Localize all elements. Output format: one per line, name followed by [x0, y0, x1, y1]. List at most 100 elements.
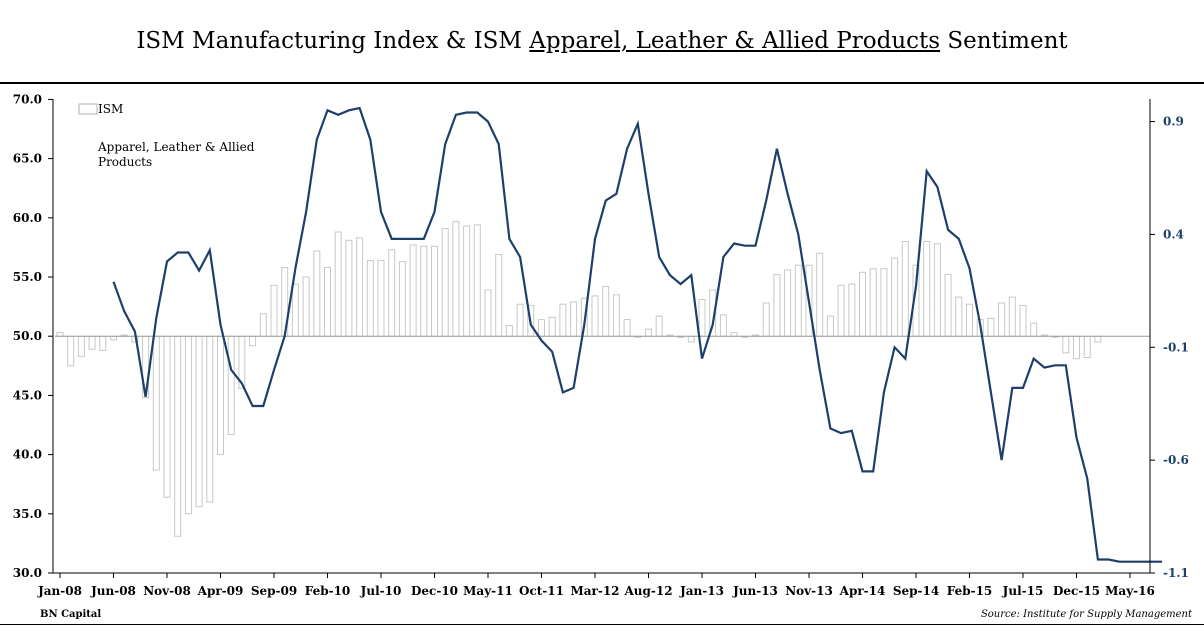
ism-bar: [730, 332, 738, 337]
ism-bar: [923, 241, 931, 337]
ism-bar: [259, 313, 267, 337]
ism-bar: [206, 335, 214, 503]
x-tick-label: Nov-13: [785, 584, 833, 598]
ism-bar: [698, 299, 706, 337]
ism-bar: [366, 259, 374, 337]
ism-bar: [784, 269, 792, 337]
ism-bar: [859, 271, 866, 337]
x-tick-label: Jun-08: [90, 584, 136, 598]
ism-bar: [302, 276, 310, 337]
ism-bar: [356, 237, 364, 337]
title-part-3: Sentiment: [940, 28, 1068, 54]
title-part-2: Apparel, Leather & Allied Products: [529, 28, 941, 54]
ism-bar: [473, 224, 481, 337]
x-tick-label: Sep-09: [251, 584, 297, 598]
ism-bar: [398, 261, 406, 337]
right-tick-label: 0.4: [1163, 227, 1184, 241]
left-tick-label: 65.0: [13, 152, 42, 166]
x-tick-label: Jan-13: [679, 584, 724, 598]
ism-bar: [891, 257, 899, 337]
legend: ISM Apparel, Leather & Allied Products: [78, 102, 255, 169]
ism-bar: [998, 302, 1006, 337]
title-part-1: ISM Manufacturing Index & ISM: [136, 28, 530, 54]
x-tick-label: May-11: [463, 584, 513, 598]
bottom-rule: [0, 624, 1204, 625]
chart: 30.0 35.0 40.0 45.0 50.0 55.0 60.0 65.0 70.0 -1.…: [13, 92, 1189, 598]
ism-bar: [184, 335, 192, 515]
ism-bar: [570, 301, 578, 337]
x-tick-label: Nov-08: [143, 584, 191, 598]
x-tick-label: Jul-15: [1002, 584, 1044, 598]
ism-bar: [88, 335, 96, 350]
ism-bar: [955, 296, 963, 337]
ism-bar: [869, 268, 877, 337]
ism-bar: [291, 283, 299, 337]
ism-bar: [452, 220, 460, 337]
x-tick-label: Feb-15: [947, 584, 993, 598]
top-rule: [0, 82, 1204, 84]
ism-bar: [377, 259, 385, 337]
ism-bar: [227, 335, 235, 435]
x-tick-label: Sep-14: [893, 584, 939, 598]
x-tick-label: Dec-15: [1053, 584, 1100, 598]
ism-bar: [334, 231, 342, 337]
page-title: ISM Manufacturing Index & ISM Apparel, L…: [0, 28, 1204, 54]
x-tick-label: May-16: [1105, 584, 1155, 598]
left-tick-label: 40.0: [13, 448, 42, 462]
x-axis: Jan-08 Jun-08 Nov-08 Apr-09 Sep-09 Feb-10 Jul-…: [37, 572, 1155, 598]
ism-bar: [67, 335, 75, 367]
ism-bar: [217, 335, 224, 456]
ism-bar: [110, 335, 117, 341]
ism-bar: [719, 314, 727, 337]
ism-bar: [966, 303, 973, 337]
ism-bar: [463, 225, 471, 337]
x-tick-label: Jun-13: [732, 584, 778, 598]
ism-bar: [933, 243, 941, 337]
left-tick-label: 50.0: [13, 329, 42, 343]
ism-bar: [602, 286, 610, 337]
ism-bar: [516, 303, 524, 337]
ism-bar: [505, 325, 513, 337]
left-tick-label: 35.0: [13, 507, 42, 521]
x-tick-label: Jan-08: [37, 584, 82, 598]
ism-bar: [249, 335, 257, 347]
ism-bar: [1062, 335, 1070, 354]
ism-bar: [548, 316, 556, 337]
left-tick-label: 55.0: [13, 270, 42, 284]
legend-ism-swatch: [78, 103, 98, 115]
ism-bar: [826, 315, 834, 337]
ism-bar: [591, 295, 599, 337]
x-tick-label: Dec-10: [411, 584, 458, 598]
footer-credit: BN Capital: [40, 609, 102, 620]
right-axis: -1.1 -0.6 -0.1 0.4 0.9: [1149, 99, 1189, 580]
legend-apparel-label: Apparel, Leather & Allied Products: [97, 140, 255, 169]
x-tick-label: Oct-11: [519, 584, 564, 598]
ism-bar: [816, 252, 824, 337]
ism-bar: [559, 303, 567, 337]
apparel-line: [112, 106, 1163, 563]
ism-bar: [880, 268, 888, 337]
ism-bar: [901, 241, 909, 337]
x-tick-label: Apr-09: [197, 584, 244, 598]
ism-bar: [1030, 322, 1038, 337]
left-tick-label: 30.0: [13, 566, 42, 580]
ism-bar: [152, 335, 160, 471]
ism-bar: [612, 294, 620, 337]
ism-bar: [388, 249, 396, 337]
ism-bar: [99, 335, 107, 351]
right-tick-label: -0.1: [1163, 340, 1189, 354]
left-tick-label: 60.0: [13, 211, 42, 225]
ism-bar: [1094, 335, 1102, 343]
x-tick-label: Feb-10: [305, 584, 351, 598]
x-tick-label: Aug-12: [623, 584, 672, 598]
ism-bar: [345, 239, 353, 337]
ism-bar: [837, 284, 845, 337]
left-tick-label: 70.0: [13, 92, 42, 106]
right-tick-label: -1.1: [1163, 566, 1189, 580]
ism-bar: [794, 264, 802, 337]
ism-bar: [623, 319, 631, 337]
right-tick-label: 0.9: [1163, 115, 1184, 129]
legend-ism-label: ISM: [98, 102, 123, 116]
ism-bar: [409, 244, 417, 337]
ism-bar: [195, 335, 203, 508]
